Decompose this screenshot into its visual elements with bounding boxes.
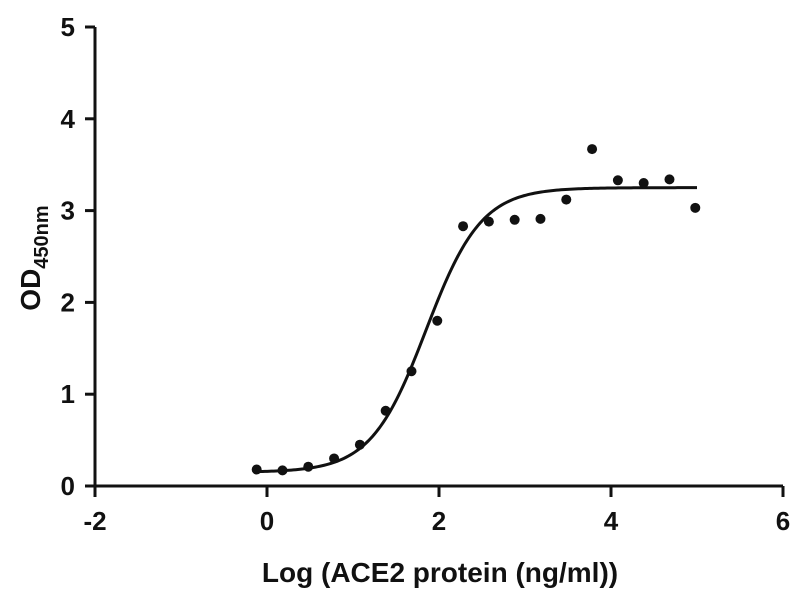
y-tick-label: 2 <box>61 287 75 317</box>
y-axis-title-subscript: 450nm <box>31 205 53 268</box>
data-point <box>277 465 288 476</box>
data-point <box>380 405 391 416</box>
x-tick-label: 6 <box>776 506 790 536</box>
fit-curve-layer <box>258 186 697 474</box>
data-point <box>509 214 520 225</box>
data-point <box>251 464 262 475</box>
y-tick-label: 5 <box>61 12 75 42</box>
data-point <box>483 216 494 227</box>
data-point <box>535 213 546 224</box>
y-tick-label: 0 <box>61 471 75 501</box>
data-point <box>612 175 623 186</box>
data-point <box>354 439 365 450</box>
data-point <box>690 202 701 213</box>
data-point <box>432 315 443 326</box>
axes: 0 1 2 3 4 5 -2 0 2 4 6 <box>61 12 791 536</box>
data-point <box>406 366 417 377</box>
fit-curve <box>258 186 697 474</box>
data-point <box>587 144 598 155</box>
x-axis-title: Log (ACE2 protein (ng/ml)) <box>262 557 618 588</box>
data-point <box>458 221 469 232</box>
x-tick-label: 0 <box>260 506 274 536</box>
y-axis-title-main: OD <box>15 269 46 311</box>
y-tick-label: 3 <box>61 196 75 226</box>
y-axis-title: OD450nm <box>15 205 53 310</box>
y-tick-label: 1 <box>61 379 75 409</box>
x-tick-label: 4 <box>604 506 619 536</box>
data-point <box>664 174 675 185</box>
data-point <box>561 194 572 205</box>
x-tick-label: -2 <box>83 506 106 536</box>
data-point <box>329 453 340 464</box>
y-tick-label: 4 <box>61 104 76 134</box>
data-points-layer <box>251 144 701 476</box>
data-point <box>638 178 649 189</box>
data-point <box>303 461 314 472</box>
x-tick-label: 2 <box>432 506 446 536</box>
